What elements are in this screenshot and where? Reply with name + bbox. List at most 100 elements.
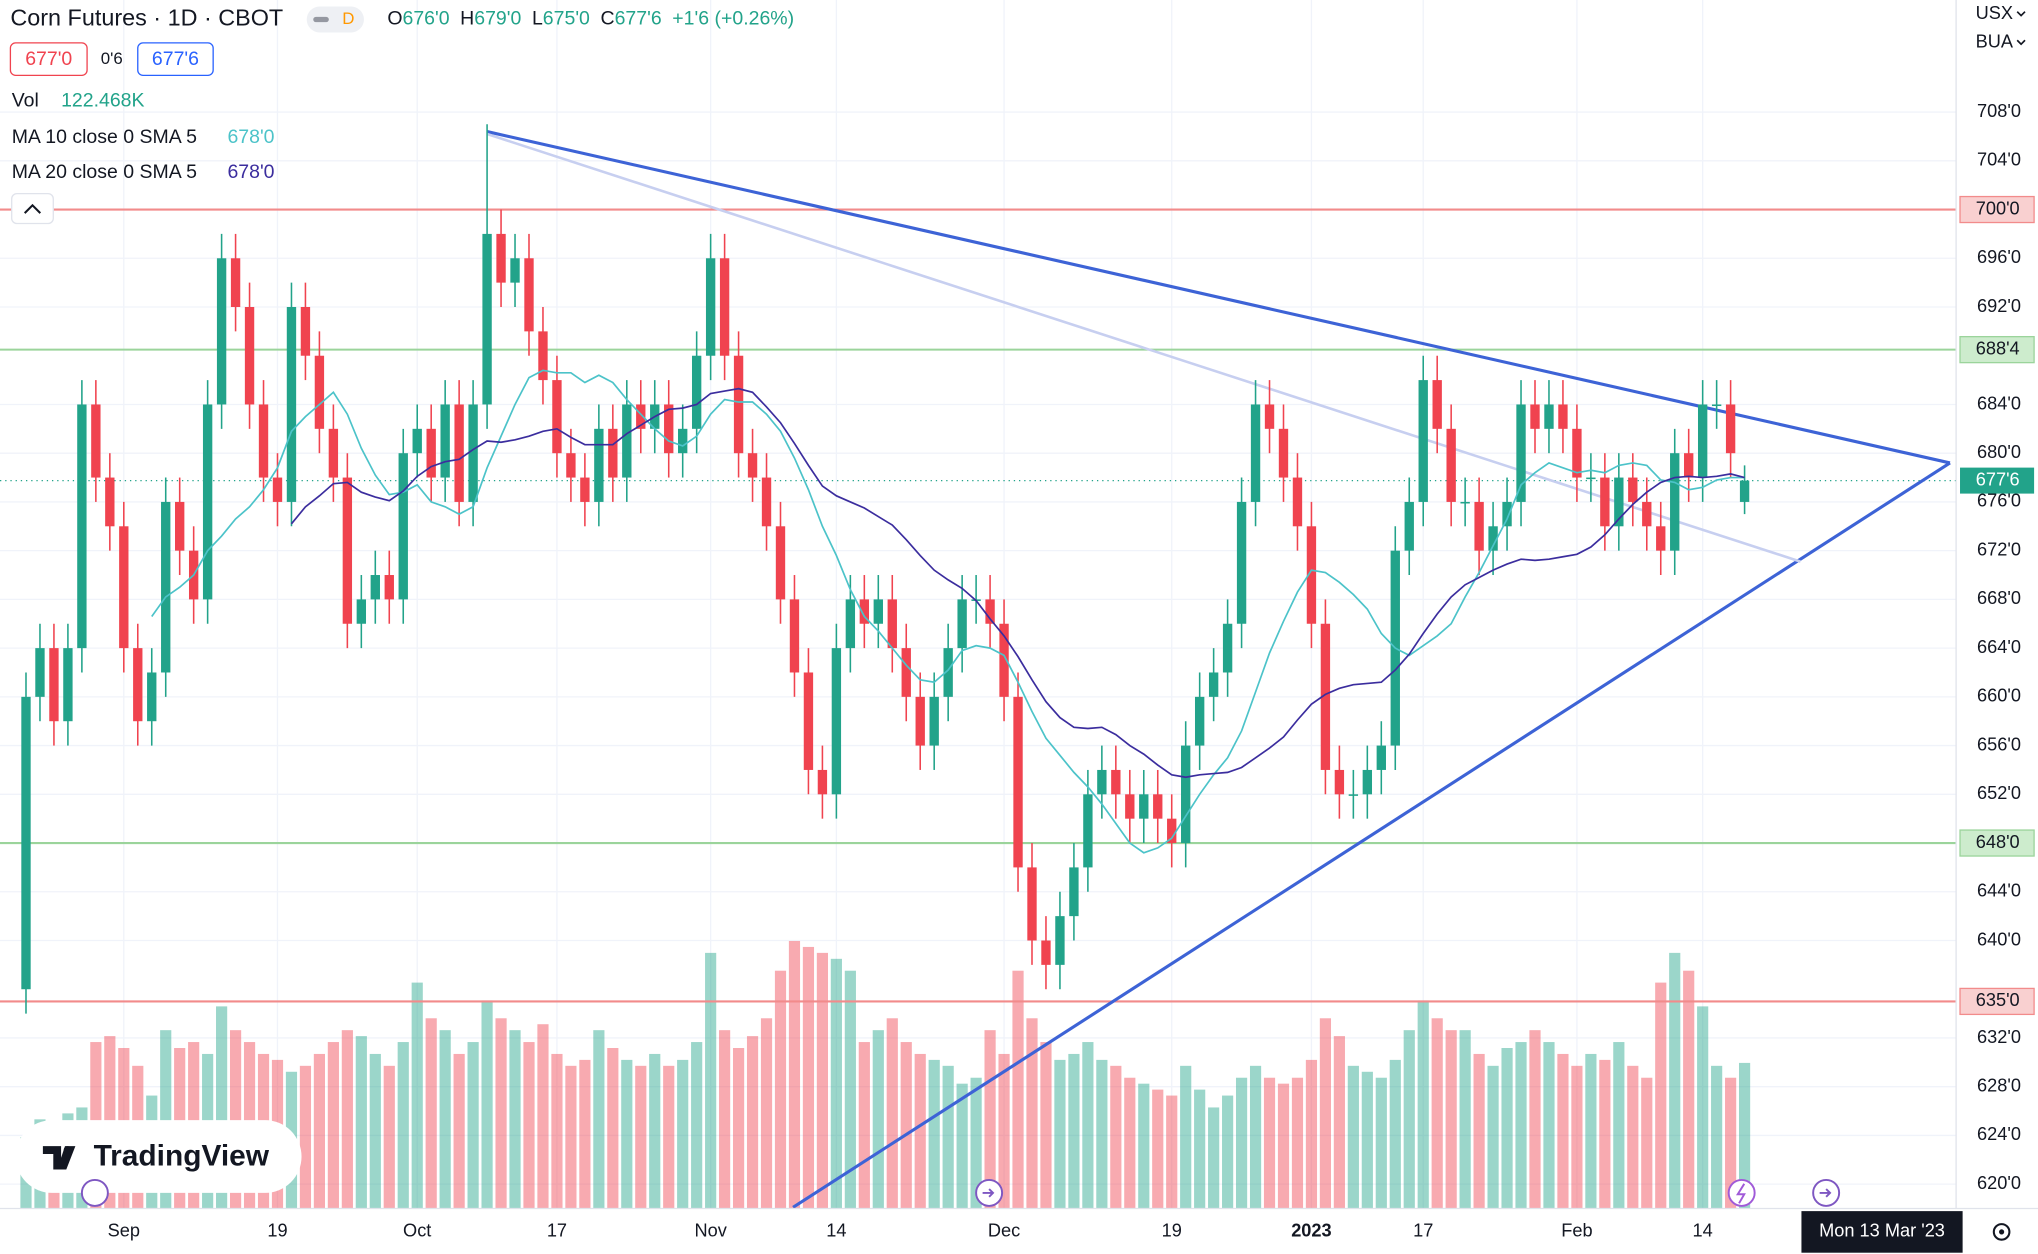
x-tick-label: 2023	[1291, 1221, 1331, 1241]
volume-bar	[830, 958, 842, 1209]
volume-bar	[621, 1059, 633, 1209]
event-icon[interactable]	[1727, 1178, 1756, 1207]
candle-body	[119, 526, 129, 649]
volume-bar	[1361, 1071, 1373, 1209]
volume-bar	[1082, 1042, 1094, 1209]
candle-body	[1222, 623, 1233, 673]
y-tick-label: 672'0	[1977, 539, 2021, 559]
y-tick-label: 684'0	[1977, 393, 2021, 413]
candle-body	[1208, 672, 1219, 697]
candle-body	[664, 404, 674, 454]
volume-bar	[1697, 1006, 1709, 1209]
volume-bar	[383, 1065, 395, 1209]
candle-body	[1069, 867, 1079, 917]
volume-bar	[1110, 1065, 1122, 1209]
event-arrow	[982, 1188, 995, 1198]
candle-body	[314, 355, 325, 429]
event-icon[interactable]	[80, 1178, 109, 1207]
volume-bar	[1333, 1036, 1345, 1209]
candle-body	[608, 428, 618, 478]
y-tick-label: 708'0	[1977, 101, 2021, 121]
candle-body	[747, 453, 758, 478]
volume-bar	[1319, 1018, 1332, 1209]
settings[interactable]	[1992, 1223, 2011, 1241]
badge-bg	[306, 6, 364, 33]
candle-body	[1027, 867, 1037, 941]
candle-body	[1334, 769, 1345, 795]
volume-bar	[299, 1065, 312, 1209]
y-tick-label: 652'0	[1977, 783, 2021, 803]
x-tick-label: Nov	[694, 1221, 727, 1241]
candle-body	[1656, 526, 1666, 551]
volume-bar	[1180, 1065, 1192, 1209]
candle-body	[412, 428, 422, 454]
collapse-button[interactable]	[11, 192, 54, 225]
event-bolt	[1736, 1183, 1746, 1204]
volume-bar	[677, 1059, 689, 1209]
candle-body	[789, 599, 800, 673]
spread: 0'6	[101, 49, 123, 68]
volume-bar	[355, 1036, 367, 1209]
time-axis: Sep 19 Oct 17 Nov 14 Dec 19 2023 17 Feb 14	[108, 1221, 1713, 1241]
candle-body	[719, 258, 730, 356]
candle-body	[1460, 501, 1470, 504]
volume-bar	[942, 1065, 954, 1209]
unit[interactable]: BUA	[1976, 32, 2014, 52]
y-tick-label: 632'0	[1977, 1027, 2021, 1047]
candle-body	[1125, 794, 1135, 819]
y-tick-label: 628'0	[1977, 1076, 2021, 1096]
volume-bar	[886, 1018, 898, 1209]
x-tick-label: 19	[1162, 1221, 1182, 1241]
settings-icon	[1992, 1223, 2011, 1241]
candle-body	[957, 599, 967, 649]
volume-bar	[411, 982, 423, 1209]
bid-box[interactable]	[9, 42, 88, 77]
trendline	[792, 461, 1951, 1209]
candle-body	[482, 233, 492, 405]
currency[interactable]: USX	[1976, 3, 2013, 23]
volume-bar	[1487, 1065, 1499, 1209]
candle-body	[1684, 453, 1694, 478]
last-price-box	[1960, 467, 2035, 494]
volume-bar	[1585, 1053, 1597, 1209]
candle-body	[580, 477, 590, 502]
candle-body	[1404, 501, 1414, 551]
ma10-legend: MA 10 close 0 SMA 5	[12, 126, 197, 148]
volume-bar	[1305, 1059, 1318, 1209]
volume-bar	[663, 1065, 675, 1209]
volume-bar	[1054, 1059, 1066, 1209]
grid	[0, 0, 1957, 1209]
ohlc-value: 676'0	[402, 8, 449, 30]
volume-bar	[998, 1053, 1010, 1209]
volume-bar	[1417, 1000, 1429, 1209]
logo-text: TradingView	[94, 1140, 270, 1173]
volume-bar	[579, 1059, 591, 1209]
volume-bar	[1096, 1059, 1108, 1209]
candle-body	[1250, 404, 1261, 502]
volume-bar	[229, 1030, 242, 1209]
volume-bar	[327, 1042, 339, 1209]
level-label-box	[1959, 195, 2035, 224]
ask-box[interactable]	[137, 42, 214, 77]
candle-body	[384, 575, 394, 600]
candle-body	[636, 404, 646, 429]
x-tick-label: Feb	[1561, 1221, 1592, 1241]
candle-body	[1153, 794, 1163, 819]
candle-body	[1013, 696, 1023, 868]
ohlc-key: H	[460, 8, 474, 30]
candle-body	[691, 355, 702, 429]
y-tick-label: 660'0	[1977, 686, 2021, 706]
x-tick-label: Oct	[403, 1221, 431, 1241]
volume-layer	[20, 940, 1751, 1209]
volume-bar	[1613, 1042, 1625, 1209]
candle-body	[1670, 453, 1680, 551]
candle-body	[1502, 501, 1512, 527]
volume-bar	[788, 940, 801, 1209]
change: +1'6 (+0.26%)	[672, 8, 794, 30]
candle-body	[133, 648, 143, 722]
candle-body	[1418, 380, 1428, 502]
volume-bar	[1347, 1065, 1359, 1209]
y-tick-label: 664'0	[1977, 637, 2021, 657]
